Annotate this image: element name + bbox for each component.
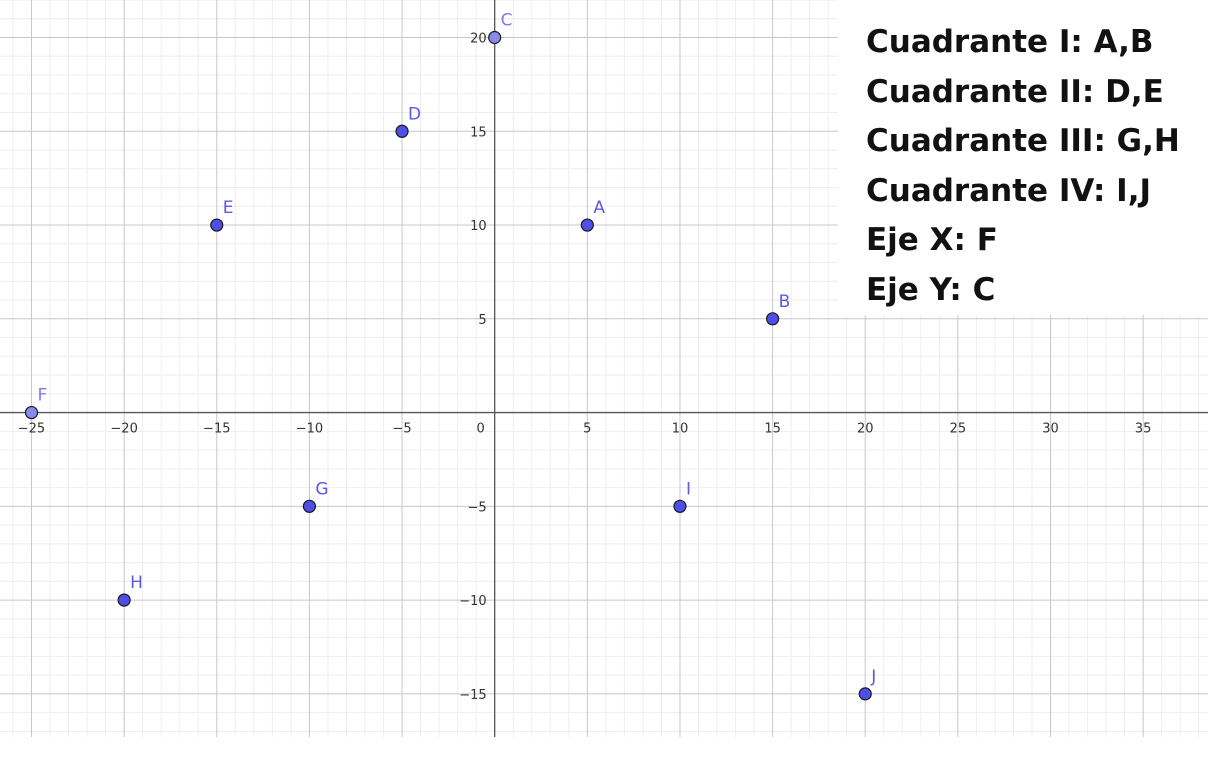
point-label: C <box>501 11 513 31</box>
point-label: H <box>130 573 143 593</box>
x-tick-label: 20 <box>857 422 874 437</box>
grid-major <box>0 0 1208 737</box>
point-marker <box>117 593 131 607</box>
point-marker <box>858 687 872 701</box>
x-tick-label: −10 <box>296 422 323 437</box>
point-h: H <box>117 573 143 607</box>
point-c: C <box>488 11 513 45</box>
x-tick-label: −25 <box>18 422 45 437</box>
y-tick-label: −5 <box>468 500 487 515</box>
point-marker <box>302 499 317 513</box>
point-label: D <box>408 104 421 124</box>
x-tick-label: 30 <box>1042 422 1059 437</box>
tick-labels: −25 −20 −15 −10 −5 5 10 15 20 25 30 35 20 15 10 5 −5 −10 −… <box>18 32 1152 703</box>
x-tick-label: 25 <box>950 422 967 437</box>
y-tick-label: 20 <box>470 32 487 47</box>
point-label: I <box>686 479 691 499</box>
x-tick-label: 5 <box>583 422 591 437</box>
legend-line-quadrant-1: Cuadrante I: A,B <box>866 24 1154 60</box>
axes <box>0 0 1208 737</box>
point-marker <box>24 405 39 420</box>
point-marker <box>766 312 780 326</box>
point-b: B <box>766 292 791 326</box>
point-marker <box>395 124 409 138</box>
point-label: A <box>593 198 605 218</box>
y-tick-label: 15 <box>470 125 487 140</box>
x-tick-label: −20 <box>110 422 137 437</box>
y-tick-label: 10 <box>470 219 487 234</box>
x-tick-label: 35 <box>1135 422 1152 437</box>
point-g: G <box>302 479 329 513</box>
point-label: B <box>779 292 791 312</box>
legend-line-quadrant-2: Cuadrante II: D,E <box>866 73 1164 110</box>
point-a: A <box>580 198 605 232</box>
legend-line-quadrant-3: Cuadrante III: G,H <box>866 123 1180 159</box>
y-tick-label: −15 <box>459 688 486 703</box>
point-marker <box>488 30 502 45</box>
point-j: J <box>858 667 876 701</box>
legend-line-quadrant-4: Cuadrante IV: I,J <box>866 172 1152 209</box>
x-tick-label: 15 <box>764 422 781 437</box>
legend-line-x-axis: Eje X: F <box>866 222 998 258</box>
point-f: F <box>24 386 47 420</box>
point-label: G <box>315 479 328 499</box>
points: A B C D E F G H I J <box>24 11 876 701</box>
point-d: D <box>395 104 421 138</box>
x-tick-label: −5 <box>392 422 411 437</box>
point-i: I <box>673 479 691 513</box>
grid-minor <box>0 0 1208 737</box>
point-label: J <box>870 667 876 687</box>
point-e: E <box>210 198 234 232</box>
legend-line-y-axis: Eje Y: C <box>866 271 996 308</box>
point-marker <box>210 218 224 232</box>
origin-label: 0 <box>477 422 485 437</box>
y-tick-label: −10 <box>459 594 486 609</box>
point-marker <box>673 499 687 513</box>
point-label: F <box>37 386 47 406</box>
point-marker <box>580 218 594 232</box>
x-tick-label: 10 <box>672 422 689 437</box>
x-tick-label: −15 <box>203 422 230 437</box>
point-label: E <box>223 198 234 218</box>
y-tick-label: 5 <box>478 313 486 328</box>
quadrant-legend: Cuadrante I: A,B Cuadrante II: D,E Cuadr… <box>838 0 1208 315</box>
